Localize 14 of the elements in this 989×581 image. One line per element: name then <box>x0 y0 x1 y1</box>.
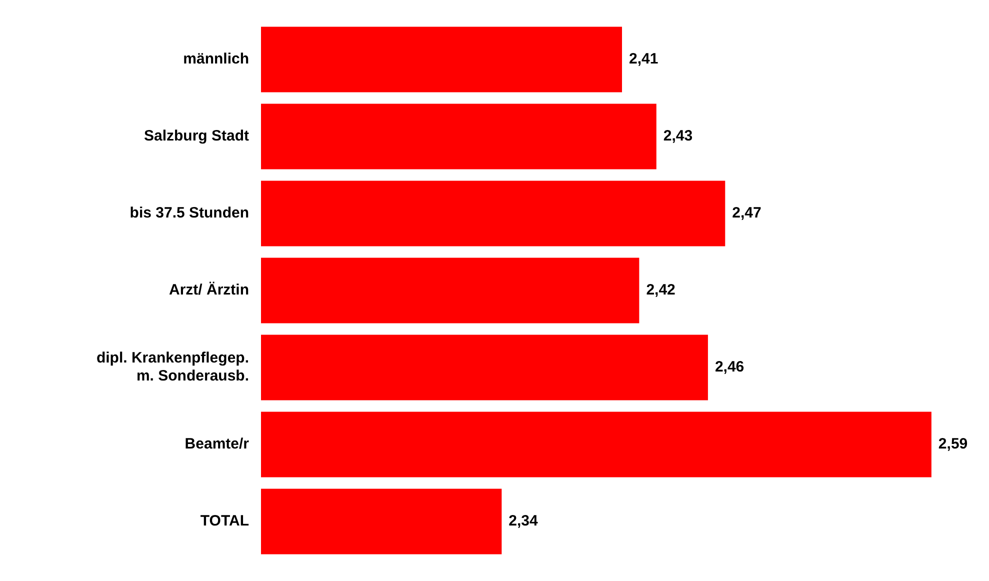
data-label: 2,42 <box>646 282 676 299</box>
y-tick-label: Arzt/ Ärztin <box>169 282 249 299</box>
y-tick-label: Salzburg Stadt <box>144 128 249 145</box>
data-label: 2,43 <box>663 128 693 145</box>
y-tick-label: bis 37.5 Stunden <box>130 204 249 222</box>
y-tick-label: dipl. Krankenpflegep. m. Sonderausb. <box>96 350 249 385</box>
data-label: 2,41 <box>629 50 658 68</box>
y-tick-label: Beamte/r <box>184 436 250 453</box>
data-label: 2,47 <box>732 204 762 222</box>
y-tick-label: männlich <box>183 50 249 68</box>
data-label: 2,46 <box>714 358 744 376</box>
data-label: 2,59 <box>938 436 968 453</box>
data-label: 2,34 <box>508 512 539 530</box>
y-tick-label: TOTAL <box>200 512 249 530</box>
